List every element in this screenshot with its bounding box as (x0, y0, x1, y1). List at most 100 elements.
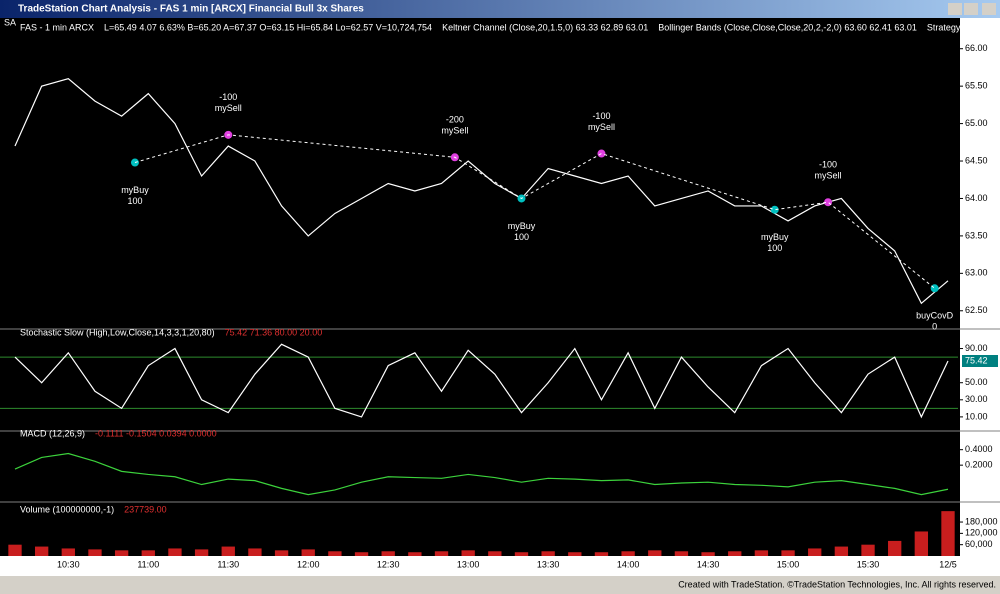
x-tick-label: 13:00 (457, 559, 480, 569)
volume-bar (8, 544, 22, 556)
series-line (14, 452, 949, 496)
x-tick-label: 13:30 (537, 559, 560, 569)
volume-bar (408, 552, 422, 556)
status-bar (0, 576, 1000, 594)
volume-bar (568, 552, 582, 556)
volume-bar (248, 548, 262, 556)
volume-bar (861, 544, 875, 556)
x-tick-label: 14:00 (617, 559, 640, 569)
y-tick-label: 50.00 (965, 377, 988, 387)
trade-name: mySell (815, 171, 842, 181)
y-tick-label: 66.00 (965, 43, 988, 53)
y-tick-label: 63.50 (965, 230, 988, 240)
y-tick-label: 63.00 (965, 268, 988, 278)
y-tick-label: 65.00 (965, 118, 988, 128)
panel-header: Bollinger Bands (Close,Close,Close,20,2,… (658, 22, 917, 32)
volume-bar (61, 548, 75, 556)
y-tick-label: 120,000 (965, 528, 998, 538)
close-button[interactable] (982, 3, 996, 15)
y-tick-label: 0.2000 (965, 460, 993, 470)
panel-header: 75.42 71.36 80.00 20.00 (225, 327, 323, 337)
trade-name: mySell (441, 126, 468, 136)
trade-qty: -100 (592, 111, 610, 121)
maximize-button[interactable] (964, 3, 978, 15)
volume-bar (674, 551, 689, 556)
trade-name: myBuy (508, 221, 536, 231)
volume-bar (34, 546, 49, 556)
trade-name: myBuy (761, 232, 789, 242)
volume-bar (754, 550, 769, 556)
x-tick-label: 15:30 (857, 559, 880, 569)
y-tick-label: 10.00 (965, 411, 988, 421)
panel-header: Strategy (12,26,9,1,2,Close,Close,20,2,C… (927, 22, 1000, 32)
volume-bar (301, 549, 315, 556)
panel-header: Keltner Channel (Close,20,1.5,0) 63.33 6… (442, 22, 648, 32)
x-tick-label: 10:30 (57, 559, 80, 569)
volume-bar (381, 551, 395, 556)
volume-bar (834, 546, 849, 556)
trade-name: mySell (215, 103, 242, 113)
trade-connector (134, 134, 935, 289)
time-axis (0, 556, 1000, 576)
price-axis (960, 18, 1000, 556)
volume-bar (888, 540, 902, 556)
panel-header: MACD (12,26,9) (20, 428, 85, 438)
window-title: TradeStation Chart Analysis - FAS 1 min … (18, 4, 364, 15)
volume-bar (621, 551, 635, 556)
trade-qty: -100 (819, 160, 837, 170)
y-tick-label: 64.00 (965, 193, 988, 203)
volume-bar (808, 548, 822, 556)
panel-header: Stochastic Slow (High,Low,Close,14,3,3,1… (20, 327, 215, 337)
volume-bar (168, 548, 182, 556)
volume-bar (514, 552, 529, 556)
volume-bar (328, 551, 342, 556)
volume-bar (434, 551, 449, 556)
trade-name: buyCovD (916, 311, 954, 321)
trade-qty: -200 (446, 115, 464, 125)
y-tick-label: 180,000 (965, 516, 998, 526)
trade-name: myBuy (121, 185, 149, 195)
volume-bar (541, 551, 555, 556)
title-bar (0, 0, 1000, 18)
panel-header: L=65.49 4.07 6.63% B=65.20 A=67.37 O=63.… (104, 22, 432, 32)
volume-bar (354, 552, 369, 556)
volume-bar (461, 550, 475, 556)
y-tick-label: 0.4000 (965, 444, 993, 454)
volume-bar (941, 511, 955, 556)
footer: Created with TradeStation. ©TradeStation… (678, 579, 996, 589)
panel-header: Volume (100000000,-1) (20, 504, 114, 514)
volume-bar (221, 546, 235, 556)
y-tick-label: 90.00 (965, 343, 988, 353)
volume-bar (701, 552, 715, 556)
y-tick-label: 60,000 (965, 539, 993, 549)
y-tick-label: 64.50 (965, 155, 988, 165)
series-line (14, 343, 949, 419)
trade-marker (597, 149, 606, 158)
volume-bar (488, 551, 502, 556)
trade-qty: -100 (219, 92, 237, 102)
x-tick-label: 14:30 (697, 559, 720, 569)
panel-header: 237739.00 (124, 504, 167, 514)
trade-qty: 0 (932, 322, 937, 332)
volume-bar (728, 551, 742, 556)
volume-bar (914, 531, 929, 556)
series-line (14, 78, 949, 305)
volume-bar (594, 552, 609, 556)
volume-bar (648, 550, 662, 556)
volume-bar (781, 550, 795, 556)
minimize-button[interactable] (948, 3, 962, 15)
trade-marker (770, 205, 779, 214)
x-tick-label: 12:00 (297, 559, 320, 569)
volume-bar (141, 550, 155, 556)
last-value-label: 75.42 (965, 355, 988, 365)
last-value-box (962, 355, 998, 368)
volume-bar (88, 549, 102, 556)
panel-header: -0.1111 -0.1504 0.0394 0.0000 (95, 428, 217, 438)
trade-qty: 100 (767, 243, 782, 253)
trade-name: mySell (588, 122, 615, 132)
panel-header: FAS - 1 min ARCX (20, 22, 94, 32)
x-tick-label: 15:00 (777, 559, 800, 569)
x-tick-label: 12/5 (939, 559, 957, 569)
volume-bar (194, 549, 209, 556)
